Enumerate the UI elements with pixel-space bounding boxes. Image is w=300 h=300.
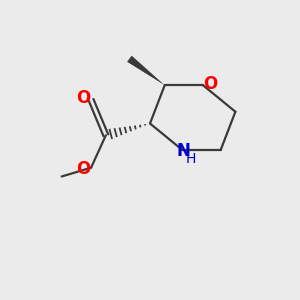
Text: H: H — [185, 152, 196, 167]
Text: O: O — [76, 88, 90, 106]
Polygon shape — [127, 56, 165, 85]
Text: O: O — [203, 75, 218, 93]
Text: O: O — [76, 160, 90, 178]
Text: N: N — [177, 142, 191, 160]
